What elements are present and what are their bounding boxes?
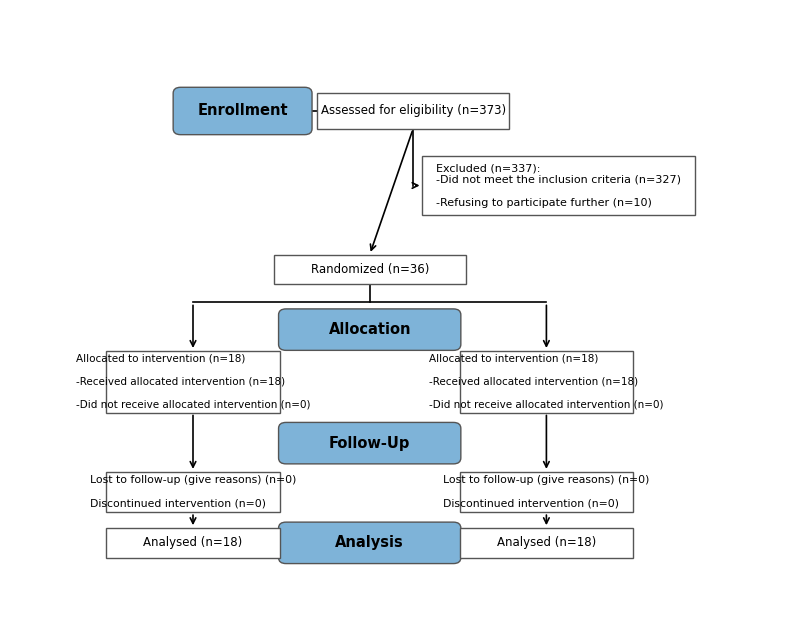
Text: Analysed (n=18): Analysed (n=18)	[497, 537, 596, 549]
Text: Assessed for eligibility (n=373): Assessed for eligibility (n=373)	[321, 104, 506, 117]
FancyBboxPatch shape	[173, 87, 312, 135]
Text: Analysed (n=18): Analysed (n=18)	[143, 537, 242, 549]
FancyBboxPatch shape	[459, 472, 634, 512]
FancyBboxPatch shape	[106, 528, 280, 558]
Text: Analysis: Analysis	[335, 535, 404, 551]
FancyBboxPatch shape	[317, 93, 509, 129]
FancyBboxPatch shape	[278, 309, 461, 351]
Text: Lost to follow-up (give reasons) (n=0)

Discontinued intervention (n=0): Lost to follow-up (give reasons) (n=0) D…	[443, 476, 650, 508]
FancyBboxPatch shape	[106, 351, 280, 413]
Text: Enrollment: Enrollment	[198, 103, 288, 119]
FancyBboxPatch shape	[106, 472, 280, 512]
Text: Excluded (n=337):
-Did not meet the inclusion criteria (n=327)

-Refusing to par: Excluded (n=337): -Did not meet the incl…	[436, 163, 682, 208]
Text: Allocated to intervention (n=18)

-Received allocated intervention (n=18)

-Did : Allocated to intervention (n=18) -Receiv…	[429, 353, 664, 410]
FancyBboxPatch shape	[422, 156, 695, 215]
Text: Lost to follow-up (give reasons) (n=0)

Discontinued intervention (n=0): Lost to follow-up (give reasons) (n=0) D…	[90, 476, 296, 508]
FancyBboxPatch shape	[459, 528, 634, 558]
Text: Allocation: Allocation	[329, 322, 411, 337]
Text: Allocated to intervention (n=18)

-Received allocated intervention (n=18)

-Did : Allocated to intervention (n=18) -Receiv…	[76, 353, 310, 410]
FancyBboxPatch shape	[278, 522, 461, 563]
FancyBboxPatch shape	[274, 254, 466, 284]
Text: Follow-Up: Follow-Up	[329, 436, 410, 451]
FancyBboxPatch shape	[459, 351, 634, 413]
Text: Randomized (n=36): Randomized (n=36)	[310, 263, 429, 276]
FancyBboxPatch shape	[278, 422, 461, 464]
